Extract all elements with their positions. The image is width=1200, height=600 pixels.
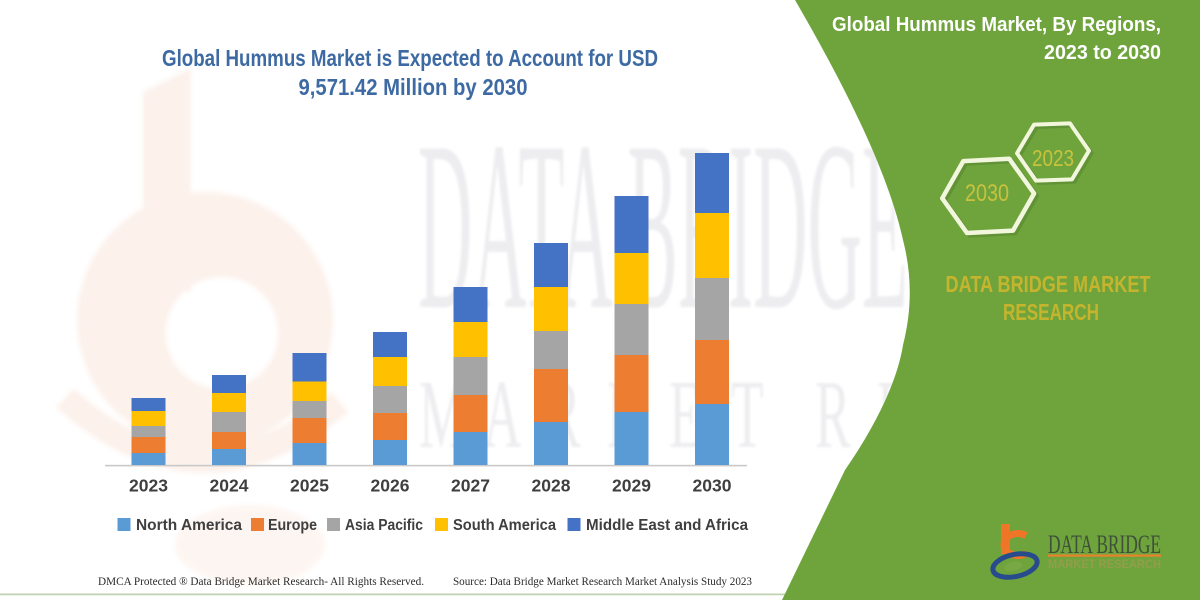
- svg-text:DATA BRIDGE MARKET: DATA BRIDGE MARKET: [946, 271, 1151, 297]
- svg-text:2023: 2023: [1032, 145, 1074, 171]
- svg-text:North America: North America: [136, 517, 242, 534]
- svg-text:2025: 2025: [290, 476, 329, 496]
- svg-text:2024: 2024: [210, 476, 249, 496]
- svg-text:A: A: [483, 360, 522, 468]
- svg-text:Global Hummus Market is Expect: Global Hummus Market is Expected to Acco…: [162, 45, 658, 71]
- svg-text:DATA BRIDGE: DATA BRIDGE: [418, 92, 908, 360]
- svg-text:Middle East and Africa: Middle East and Africa: [586, 517, 748, 534]
- svg-text:MARKET RESEARCH: MARKET RESEARCH: [1048, 557, 1161, 571]
- svg-text:R: R: [815, 360, 851, 468]
- svg-text:DATA BRIDGE: DATA BRIDGE: [1048, 530, 1161, 559]
- svg-text:2027: 2027: [451, 476, 490, 496]
- svg-text:2029: 2029: [612, 476, 651, 496]
- svg-text:T: T: [731, 360, 764, 468]
- svg-text:South America: South America: [453, 517, 556, 534]
- svg-text:Global Hummus Market, By Regio: Global Hummus Market, By Regions,: [832, 14, 1161, 36]
- svg-text:2023 to 2030: 2023 to 2030: [1044, 42, 1161, 64]
- svg-text:2026: 2026: [371, 476, 410, 496]
- svg-text:2030: 2030: [965, 180, 1009, 207]
- svg-text:DMCA Protected ® Data Bridge M: DMCA Protected ® Data Bridge Market Rese…: [98, 576, 424, 588]
- svg-text:9,571.42 Million by 2030: 9,571.42 Million by 2030: [299, 74, 528, 100]
- svg-text:Europe: Europe: [268, 517, 317, 534]
- svg-text:Asia Pacific: Asia Pacific: [345, 517, 423, 534]
- svg-text:2030: 2030: [693, 476, 732, 496]
- svg-text:2028: 2028: [532, 476, 571, 496]
- svg-text:RESEARCH: RESEARCH: [1003, 299, 1099, 325]
- svg-text:Source: Data Bridge Market Res: Source: Data Bridge Market Research Mark…: [453, 576, 752, 588]
- svg-text:2023: 2023: [129, 476, 168, 496]
